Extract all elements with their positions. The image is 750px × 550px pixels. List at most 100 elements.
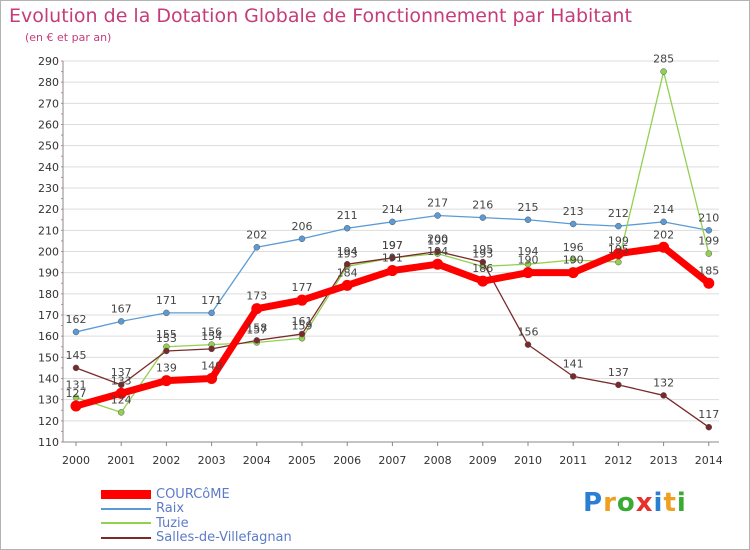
data-label-tuzie-2002: 155: [156, 328, 177, 341]
x-tick-label-2008: 2008: [424, 454, 452, 467]
point-raix-2014: [705, 227, 713, 234]
data-label-raix-2014: 210: [698, 211, 719, 224]
y-tick-label-170: 170: [38, 309, 59, 322]
data-label-tuzie-2004: 157: [246, 324, 267, 337]
point-salles-de-villefagnan-2006: [343, 260, 351, 268]
point-raix-2001: [117, 318, 125, 325]
data-label-salles-de-villefagnan-2007: 197: [382, 239, 403, 252]
data-label-courc-me-2008: 194: [427, 245, 448, 258]
legend-label-salles: Salles-de-Villefagnan: [156, 530, 292, 546]
data-label-raix-2002: 171: [156, 294, 177, 307]
point-courc-me-2007: [386, 265, 398, 277]
point-courc-me-2008: [432, 258, 444, 270]
point-courc-me-2005: [296, 294, 308, 306]
point-courc-me-2000: [70, 400, 82, 412]
y-tick-label-110: 110: [38, 436, 59, 449]
data-label-raix-2003: 171: [201, 294, 222, 307]
point-tuzie-2013: [660, 68, 667, 75]
legend-swatch-raix: [101, 507, 151, 510]
y-tick-label-250: 250: [38, 140, 59, 153]
data-label-courc-me-2004: 173: [246, 290, 267, 303]
x-tick-label-2000: 2000: [62, 454, 90, 467]
point-salles-de-villefagnan-2012: [615, 381, 622, 389]
legend-swatch-courcome: [101, 489, 151, 499]
data-label-salles-de-villefagnan-2004: 158: [246, 321, 267, 334]
legend-label-tuzie: Tuzie: [156, 515, 189, 531]
x-tick-label-2004: 2004: [243, 454, 271, 467]
point-salles-de-villefagnan-2000: [72, 364, 80, 372]
legend-label-raix: Raix: [156, 501, 185, 517]
y-tick-label-280: 280: [38, 76, 59, 89]
y-tick-label-240: 240: [38, 161, 59, 174]
point-raix-2011: [569, 220, 577, 228]
data-label-tuzie-2003: 156: [201, 326, 222, 339]
point-salles-de-villefagnan-2004: [253, 337, 261, 344]
legend-item-courcome: COURCôME: [101, 487, 292, 502]
data-label-raix-2012: 212: [608, 207, 629, 220]
data-label-courc-me-2013: 202: [653, 228, 674, 241]
point-courc-me-2003: [206, 373, 218, 384]
data-label-salles-de-villefagnan-2013: 132: [653, 376, 674, 389]
legend-item-salles: Salles-de-Villefagnan: [101, 530, 292, 546]
x-tick-label-2001: 2001: [107, 454, 135, 467]
data-label-tuzie-2012: 195: [608, 243, 629, 256]
x-tick-label-2003: 2003: [198, 454, 226, 467]
data-label-tuzie-2005: 159: [292, 319, 313, 332]
x-tick-label-2005: 2005: [288, 454, 316, 467]
x-tick-label-2012: 2012: [604, 454, 632, 467]
data-label-salles-de-villefagnan-2010: 156: [518, 326, 539, 339]
point-salles-de-villefagnan-2009: [479, 258, 487, 266]
legend-swatch-tuzie: [101, 522, 151, 525]
legend-label-courcome: COURCôME: [156, 486, 230, 502]
point-courc-me-2004: [251, 303, 263, 315]
y-tick-label-260: 260: [38, 119, 59, 132]
y-tick-label-180: 180: [38, 288, 59, 301]
point-raix-2013: [660, 218, 667, 226]
y-tick-label-150: 150: [38, 351, 59, 364]
point-raix-2003: [208, 309, 215, 317]
data-label-courc-me-2009: 186: [472, 262, 493, 275]
chart-title: Evolution de la Dotation Globale de Fonc…: [9, 5, 632, 27]
point-tuzie-2001: [117, 409, 125, 416]
x-tick-label-2006: 2006: [333, 454, 361, 467]
data-label-raix-2006: 211: [337, 209, 358, 222]
legend-item-tuzie: Tuzie: [101, 516, 292, 531]
y-tick-label-210: 210: [38, 224, 59, 237]
data-label-raix-2000: 162: [66, 313, 87, 326]
x-tick-label-2009: 2009: [469, 454, 497, 467]
point-raix-2008: [434, 212, 441, 219]
data-label-tuzie-2010: 194: [518, 245, 539, 258]
point-salles-de-villefagnan-2013: [660, 392, 667, 399]
point-tuzie-2014: [705, 250, 713, 257]
point-salles-de-villefagnan-2005: [298, 330, 306, 338]
data-label-courc-me-2006: 184: [337, 266, 358, 279]
point-raix-2002: [163, 309, 170, 317]
point-tuzie-2012: [615, 258, 622, 266]
data-label-raix-2004: 202: [246, 228, 267, 241]
data-label-tuzie-2000: 131: [66, 379, 87, 392]
data-label-courc-me-2000: 127: [66, 387, 87, 400]
point-salles-de-villefagnan-2014: [705, 423, 713, 431]
point-raix-2000: [72, 328, 80, 336]
y-tick-label-190: 190: [38, 267, 59, 280]
data-label-tuzie-2013: 285: [653, 53, 674, 66]
point-salles-de-villefagnan-2008: [434, 248, 441, 255]
proxiti-logo: Proxiti: [583, 488, 687, 518]
x-tick-label-2013: 2013: [650, 454, 678, 467]
data-label-salles-de-villefagnan-2014: 117: [698, 408, 719, 421]
data-label-salles-de-villefagnan-2008: 200: [427, 233, 448, 246]
data-label-salles-de-villefagnan-2012: 137: [608, 366, 629, 379]
data-label-courc-me-2002: 139: [156, 362, 177, 375]
point-raix-2005: [298, 235, 306, 243]
x-tick-label-2010: 2010: [514, 454, 542, 467]
data-label-courc-me-2005: 177: [292, 281, 313, 294]
data-label-salles-de-villefagnan-2009: 195: [472, 243, 493, 256]
data-label-salles-de-villefagnan-2005: 161: [292, 315, 313, 328]
data-label-tuzie-2001: 124: [111, 393, 132, 406]
data-label-raix-2007: 214: [382, 203, 403, 216]
point-raix-2004: [253, 244, 261, 251]
y-tick-label-220: 220: [38, 203, 59, 216]
point-raix-2010: [524, 216, 532, 223]
y-tick-label-290: 290: [38, 55, 59, 68]
